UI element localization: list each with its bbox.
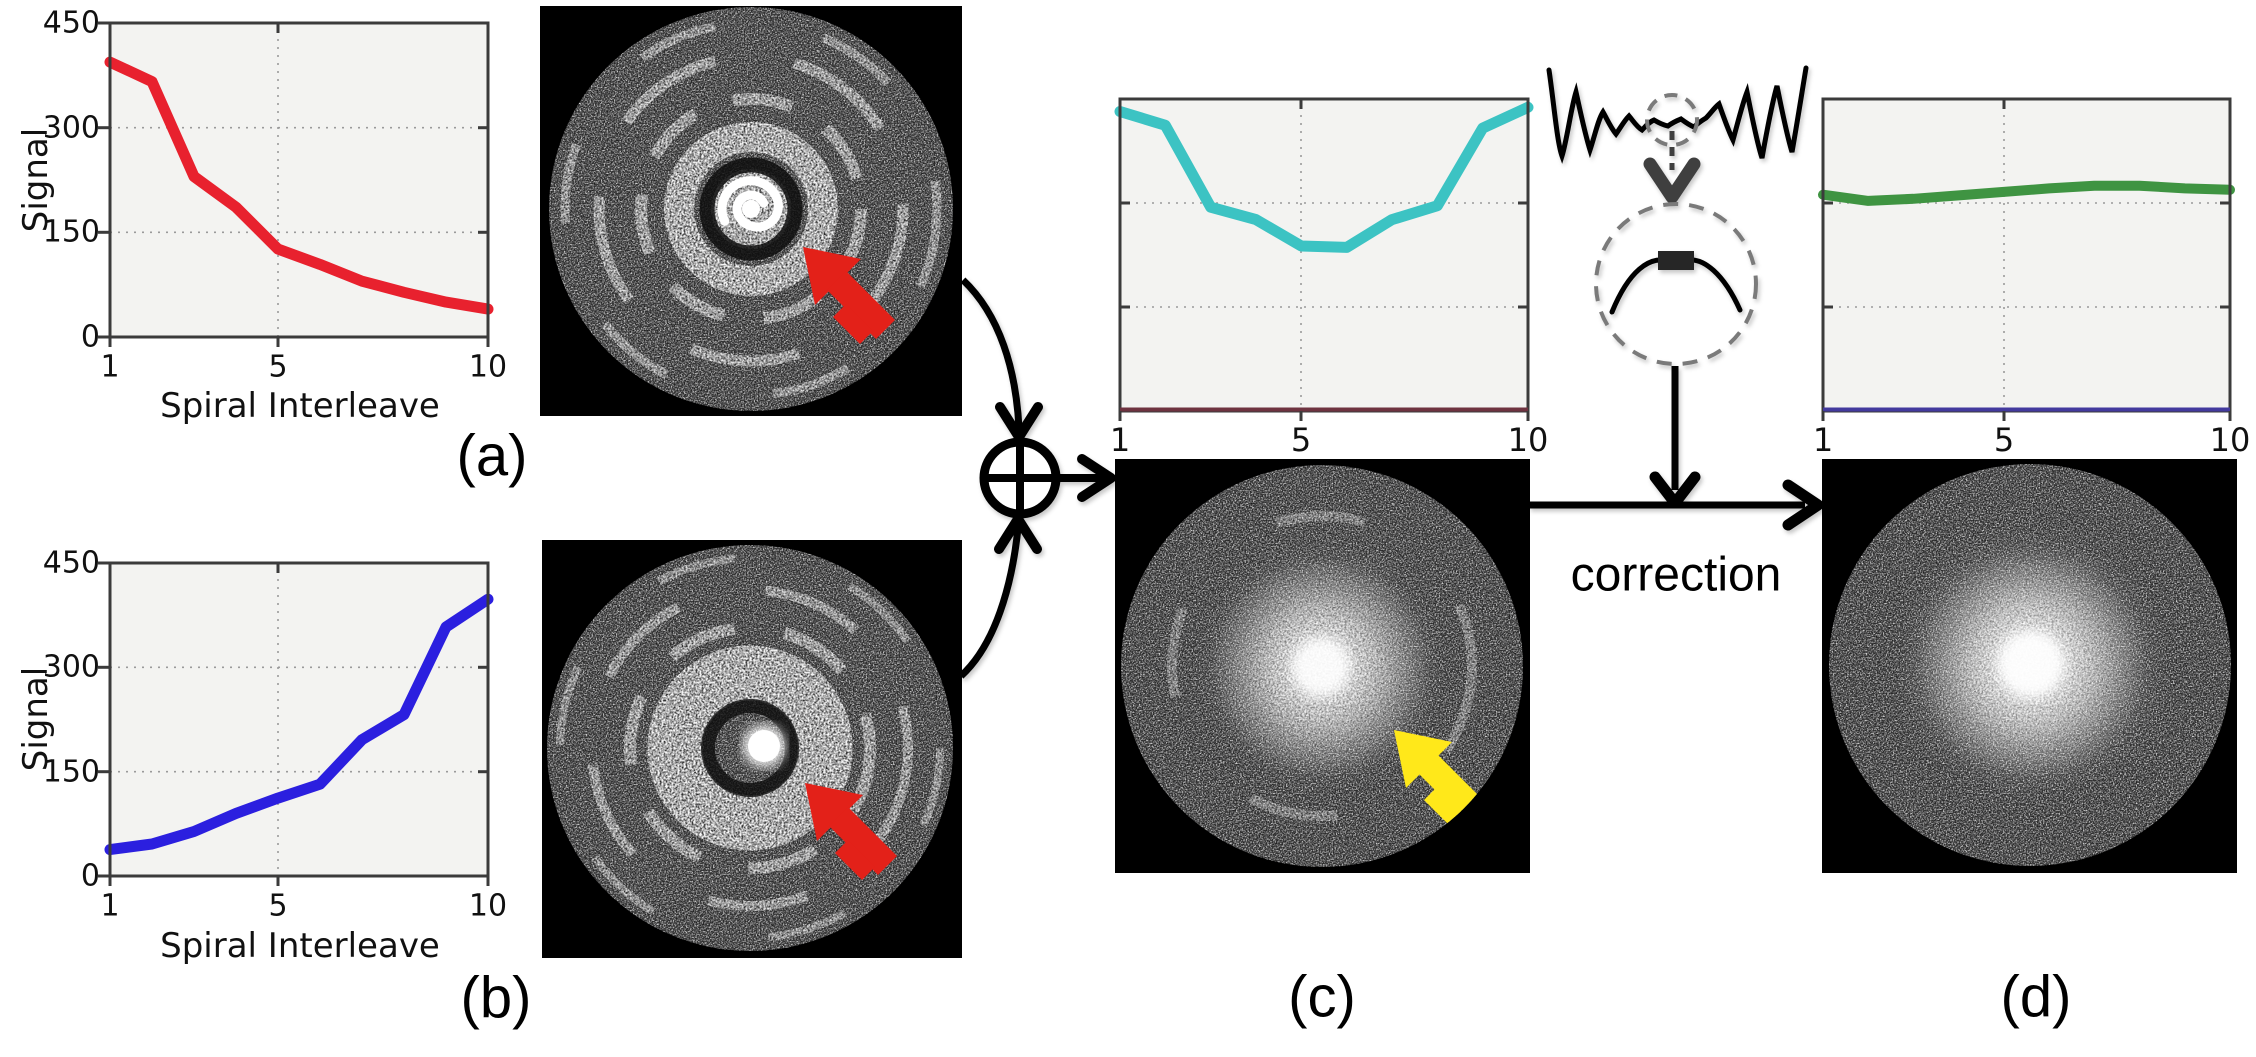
plot-a-ytick-450: 450 xyxy=(42,5,100,41)
sliding-window-rect-icon xyxy=(1658,251,1694,270)
panel-label-d: (d) xyxy=(2000,964,2072,1030)
dashed-zoom-detail-circle-icon xyxy=(1594,202,1758,366)
dashed-zoom-source-circle-icon xyxy=(1645,93,1699,147)
mri-image-a-spiral xyxy=(540,6,962,416)
arrow-sum-to-image-c-icon xyxy=(1057,454,1116,502)
plot-a-ylabel: Signal xyxy=(16,127,56,233)
plot-a-ticks xyxy=(98,21,490,347)
plot-b-xlabel: Spiral Interleave xyxy=(160,926,440,966)
plot-d-ticks xyxy=(1821,99,2232,421)
plot-b-ytick-300: 300 xyxy=(42,649,100,685)
plot-b-background xyxy=(110,563,488,876)
plot-c xyxy=(1114,97,1534,421)
plot-d xyxy=(1818,97,2235,421)
plot-b-ylabel: Signal xyxy=(16,666,56,772)
plot-d-xtick-1: 1 xyxy=(1812,421,1834,459)
mri-image-d-corrected xyxy=(1822,459,2237,873)
panel-label-b: (b) xyxy=(460,965,532,1031)
correction-arrow-icon xyxy=(1529,479,1824,531)
plot-b-xtick-5: 5 xyxy=(268,888,288,924)
plot-c-xtick-5: 5 xyxy=(1290,421,1312,459)
plot-c-background xyxy=(1120,99,1528,411)
plot-c-xtick-1: 1 xyxy=(1109,421,1131,459)
plot-b-xtick-1: 1 xyxy=(100,888,120,924)
curved-arrow-a-to-sum-icon xyxy=(960,277,1043,442)
wavy-signal-icon xyxy=(1546,65,1809,164)
panel-label-a: (a) xyxy=(456,423,528,489)
smoothed-signal-curve-icon xyxy=(1609,257,1743,315)
plot-a-spines xyxy=(108,21,490,339)
plot-a xyxy=(98,21,494,347)
plot-b-ytick-450: 450 xyxy=(42,545,100,581)
plot-b-spines xyxy=(108,561,490,878)
line-green-corrected xyxy=(1818,180,2235,206)
plot-b-ytick-150: 150 xyxy=(42,754,100,790)
plot-a-background xyxy=(110,23,488,337)
correction-label: correction xyxy=(1570,548,1782,602)
plot-c-xtick-10: 10 xyxy=(1507,421,1549,459)
mri-image-c-combined xyxy=(1115,459,1530,873)
dashed-arrow-down-icon xyxy=(1643,131,1701,204)
plot-b-ticks xyxy=(98,561,490,886)
mri-image-b-spiral xyxy=(542,540,962,958)
plot-b-xtick-10: 10 xyxy=(468,888,508,924)
plot-c-ticks xyxy=(1118,99,1530,421)
plot-b xyxy=(98,561,494,886)
curved-arrow-b-to-sum-icon xyxy=(958,514,1042,679)
plot-a-xlabel: Spiral Interleave xyxy=(160,386,440,426)
plot-a-xtick-1: 1 xyxy=(100,349,120,385)
line-cyan-sum xyxy=(1114,101,1534,253)
panel-label-c: (c) xyxy=(1288,964,1356,1030)
arrow-schematic-down-icon xyxy=(1649,366,1701,509)
plot-d-background xyxy=(1823,99,2230,411)
plot-d-xtick-10: 10 xyxy=(2209,421,2251,459)
line-red-signal xyxy=(104,56,494,315)
plot-a-xtick-5: 5 xyxy=(268,349,288,385)
plot-a-ytick-300: 300 xyxy=(42,110,100,146)
line-blue-signal xyxy=(104,593,494,856)
sum-circle-plus-icon xyxy=(979,437,1061,519)
plot-a-ytick-0: 0 xyxy=(80,319,100,355)
plot-b-ytick-0: 0 xyxy=(80,858,100,894)
plot-a-ytick-150: 150 xyxy=(42,214,100,250)
plot-d-xtick-5: 5 xyxy=(1993,421,2015,459)
plot-a-xtick-10: 10 xyxy=(468,349,508,385)
